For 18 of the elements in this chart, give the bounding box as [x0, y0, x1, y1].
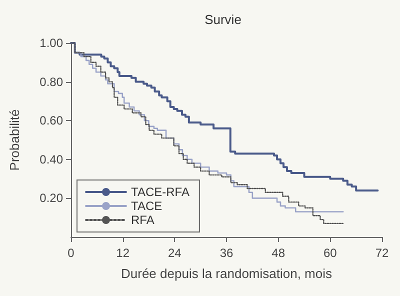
y-tick-label: 1.00 — [40, 36, 64, 50]
x-tick-label: 12 — [116, 246, 130, 260]
legend-label: RFA — [131, 213, 154, 227]
legend-label: TACE-RFA — [131, 185, 190, 199]
y-tick-label: 0.80 — [40, 74, 64, 89]
x-tick-label: 72 — [375, 246, 389, 260]
y-tick-label: 0.20 — [40, 191, 64, 206]
x-tick-label: 60 — [323, 246, 338, 260]
y-tick-label: 0.60 — [40, 114, 64, 128]
x-tick-label: 36 — [220, 246, 234, 260]
legend-label: TACE — [131, 199, 162, 213]
x-axis-title: Durée depuis la randomisation, mois — [121, 266, 332, 281]
x-tick-label: 48 — [272, 246, 286, 260]
x-tick-label: 24 — [168, 246, 182, 260]
chart-title: Survie — [204, 12, 242, 27]
y-axis-title: Probabilité — [7, 109, 22, 171]
x-tick-label: 0 — [68, 246, 75, 260]
y-tick-label: 0.40 — [40, 152, 64, 166]
